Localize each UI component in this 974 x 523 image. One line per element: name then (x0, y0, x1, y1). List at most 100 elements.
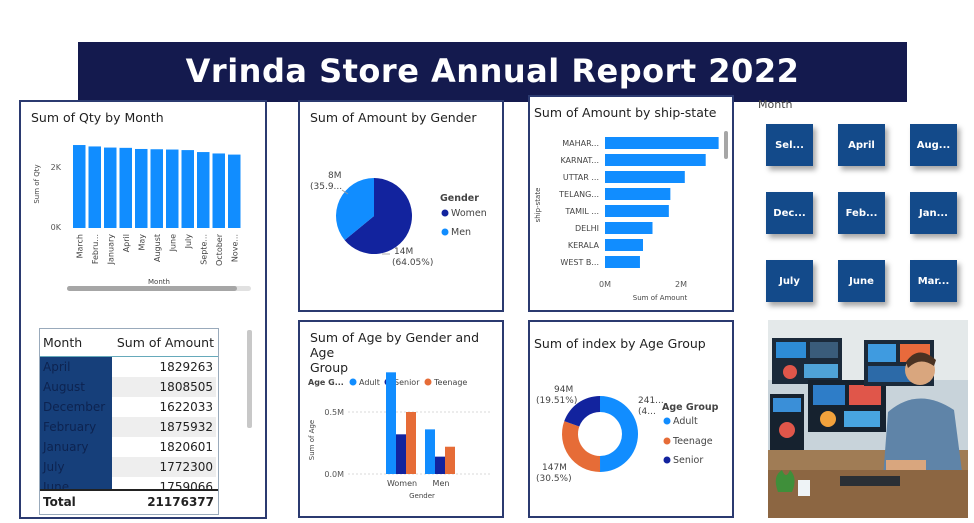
table-cell-month: July (40, 457, 112, 477)
month-tile-june[interactable]: June (838, 260, 885, 302)
qty-bar[interactable] (135, 148, 148, 228)
table-cell-month: August (40, 377, 112, 397)
gender-pie-chart: 8M (35.9... 14M (64.05%) Gender Women Me… (310, 171, 487, 268)
state-bar[interactable] (605, 256, 640, 268)
qty-bar-chart: Sum of Qty 2K 0K March Febru... January Apr… (33, 145, 251, 291)
women-pct-label: (64.05%) (392, 258, 433, 268)
qty-bar[interactable] (212, 153, 226, 228)
age-bar-adult[interactable] (425, 429, 435, 474)
amount-table: Month Sum of Amount April 1829263 August 18… (39, 328, 219, 515)
qty-month-label: April (122, 234, 131, 252)
qty-bar[interactable] (181, 150, 195, 228)
qty-bar[interactable] (228, 154, 241, 228)
state-panel: Sum of Amount by ship-state ship-state M… (528, 95, 734, 312)
table-cell-month: April (40, 357, 112, 377)
qty-bar[interactable] (166, 149, 179, 228)
qty-month-label: Nove... (230, 234, 239, 262)
age-bar-senior[interactable] (435, 456, 445, 474)
age-gender-panel: Sum of Age by Gender and Age Group Age G… (298, 320, 504, 518)
month-tile-select-all[interactable]: Sel... (766, 124, 813, 166)
state-label: KERALA (568, 241, 600, 250)
state-xlabel: Sum of Amount (633, 294, 688, 302)
age-legend-title: Age G... (308, 378, 344, 387)
age-bar-adult[interactable] (386, 372, 396, 474)
qty-bar[interactable] (104, 147, 117, 228)
analyst-illustration (768, 320, 968, 518)
month-tile-august[interactable]: Aug... (910, 124, 957, 166)
age-cat-men: Men (433, 479, 450, 488)
table-cell-month: January (40, 437, 112, 457)
plant (775, 470, 795, 492)
cup (798, 480, 810, 496)
age-ylabel: Sum of Age (308, 420, 316, 460)
age-bar-teenage[interactable] (406, 412, 416, 474)
table-row[interactable]: July 1772300 (40, 457, 216, 477)
table-col-amount[interactable]: Sum of Amount (116, 335, 214, 350)
adult-value-label: 241... (638, 396, 664, 406)
men-leader (341, 189, 349, 195)
table-scrollbar[interactable] (247, 330, 252, 428)
gender-chart-title: Sum of Amount by Gender (310, 110, 477, 125)
qty-month-label: January (106, 234, 115, 266)
age-bar-senior[interactable] (396, 434, 406, 474)
qty-bar[interactable] (88, 146, 102, 228)
legend-idx-adult-dot (663, 417, 671, 425)
legend-idx-teen-label: Teenage (672, 436, 713, 447)
table-row[interactable]: June 1759066 (40, 477, 216, 489)
qty-ytick-2k: 2K (51, 163, 62, 172)
state-bar[interactable] (605, 239, 643, 251)
state-scrollbar[interactable] (724, 131, 728, 159)
state-ylabel: ship-state (534, 188, 542, 223)
table-col-month[interactable]: Month (43, 335, 83, 350)
table-row[interactable]: December 1622033 (40, 397, 216, 417)
legend-adult-dot (349, 378, 357, 386)
table-row[interactable]: February 1875932 (40, 417, 216, 437)
gender-slice-men[interactable] (336, 178, 374, 241)
index-slice-adult[interactable] (600, 396, 639, 472)
table-cell-month: June (40, 477, 112, 489)
state-bar[interactable] (605, 222, 653, 234)
state-xtick-0: 0M (599, 280, 611, 289)
qty-bar[interactable] (150, 149, 164, 228)
index-legend-title: Age Group (662, 402, 719, 413)
table-row[interactable]: January 1820601 (40, 437, 216, 457)
age-xlabel: Gender (409, 492, 435, 500)
senior-value-label: 94M (554, 385, 573, 395)
legend-women-dot (441, 209, 449, 217)
month-tile-march[interactable]: Mar... (910, 260, 957, 302)
state-bar[interactable] (605, 205, 669, 217)
age-gender-title-line1: Sum of Age by Gender and Age (310, 330, 480, 360)
table-row[interactable]: April 1829263 (40, 357, 216, 377)
index-slice-teenage[interactable] (562, 421, 601, 472)
report-title: Vrinda Store Annual Report 2022 (185, 52, 800, 90)
table-row[interactable]: August 1808505 (40, 377, 216, 397)
age-bar-teenage[interactable] (445, 446, 455, 474)
senior-pct-label: (19.51%) (536, 396, 577, 406)
legend-idx-adult-label: Adult (673, 416, 698, 427)
qty-bar[interactable] (119, 147, 133, 228)
women-value-label: 14M (394, 247, 413, 257)
month-tile-april[interactable]: April (838, 124, 885, 166)
qty-bar[interactable] (73, 145, 86, 228)
state-bar[interactable] (605, 171, 685, 183)
table-cell-amount: 1875932 (112, 417, 216, 437)
index-slice-senior[interactable] (564, 396, 600, 427)
month-tile-july[interactable]: July (766, 260, 813, 302)
amount-table-body[interactable]: April 1829263 August 1808505 December 1622033… (40, 357, 218, 489)
table-cell-month: February (40, 417, 112, 437)
table-cell-amount: 1759066 (159, 480, 213, 489)
month-tile-january[interactable]: Jan... (910, 192, 957, 234)
qty-chart-title: Sum of Qty by Month (31, 110, 164, 125)
total-value: 21176377 (147, 495, 214, 509)
index-chart-title: Sum of index by Age Group (534, 336, 706, 351)
total-label: Total (43, 495, 76, 509)
qty-scrollbar-thumb[interactable] (67, 286, 237, 291)
gender-slice-women[interactable] (344, 178, 412, 254)
month-tile-december[interactable]: Dec... (766, 192, 813, 234)
qty-bar[interactable] (197, 152, 210, 228)
state-bar[interactable] (605, 154, 706, 166)
adult-pct-label: (4... (638, 407, 656, 417)
state-bar[interactable] (605, 188, 671, 200)
state-bar[interactable] (605, 137, 719, 149)
month-tile-february[interactable]: Feb... (838, 192, 885, 234)
